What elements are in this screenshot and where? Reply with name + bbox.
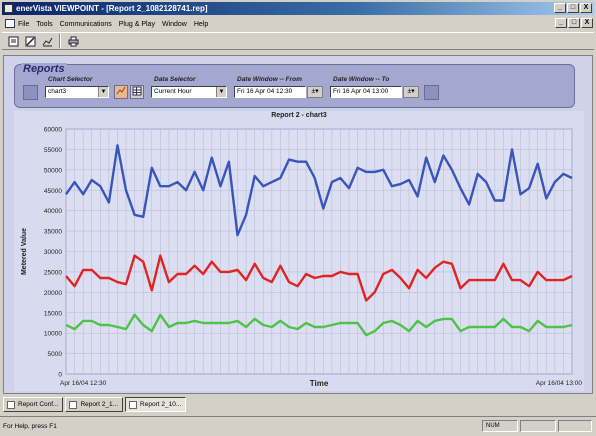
- reports-panel: Reports Chart Selector chart3 ▼ Data Sel…: [14, 63, 575, 108]
- resize-grip[interactable]: [558, 420, 592, 432]
- document-tabs: Report Conf... Report 2_1... Report 2_10…: [3, 397, 187, 413]
- menu-file[interactable]: File: [18, 20, 30, 28]
- series-line-blue: [65, 144, 573, 237]
- doc-close-button[interactable]: X: [581, 18, 593, 28]
- tab-label: Report 2_10...: [140, 401, 182, 408]
- menu-plug-play[interactable]: Plug & Play: [118, 20, 155, 28]
- chevron-down-icon[interactable]: ▼: [216, 87, 226, 97]
- y-tick-label: 35000: [44, 229, 62, 236]
- series-line-red: [65, 254, 573, 302]
- status-num-indicator: NUM: [482, 420, 518, 432]
- data-selector-value: Current Hour: [154, 88, 192, 95]
- y-tick-label: 55000: [44, 147, 62, 154]
- date-from-input[interactable]: Fri 16 Apr 04 12:30: [234, 86, 306, 98]
- date-to-value: Fri 16 Apr 04 13:00: [333, 88, 389, 95]
- menu-communications[interactable]: Communications: [59, 20, 112, 28]
- maximize-button[interactable]: □: [567, 3, 579, 13]
- close-button[interactable]: X: [580, 3, 592, 13]
- chart-view-icon[interactable]: [114, 85, 128, 99]
- date-to-spinner[interactable]: ±▾: [403, 86, 419, 98]
- y-tick-label: 25000: [44, 269, 62, 276]
- data-selector-label: Data Selector: [154, 76, 196, 83]
- toolbar-separator: [59, 34, 61, 48]
- date-to-label: Date Window -- To: [333, 76, 390, 83]
- series-line-green: [65, 313, 573, 337]
- x-end-label: Apr 16/04 13:00: [536, 380, 583, 387]
- table-view-icon[interactable]: [130, 85, 144, 99]
- title-bar[interactable]: enerVista VIEWPOINT - [Report 2_10821287…: [2, 2, 594, 15]
- y-tick-label: 45000: [44, 188, 62, 195]
- window-title: enerVista VIEWPOINT - [Report 2_10821287…: [16, 4, 208, 13]
- back-button[interactable]: [23, 85, 38, 100]
- report-doc-icon: [7, 400, 15, 409]
- chart-area: Report 2 - chart3 0 5000 10000 15000 20000 25…: [14, 111, 584, 391]
- y-tick-label: 15000: [44, 310, 62, 317]
- doc-minimize-button[interactable]: _: [555, 18, 567, 28]
- menu-window[interactable]: Window: [161, 20, 187, 28]
- date-to-input[interactable]: Fri 16 Apr 04 13:00: [330, 86, 402, 98]
- y-tick-label: 30000: [44, 249, 62, 256]
- chevron-down-icon[interactable]: ▼: [98, 87, 108, 97]
- tab-report-2-10[interactable]: Report 2_10...: [125, 397, 187, 412]
- chart-icon[interactable]: [40, 34, 54, 48]
- menu-help[interactable]: Help: [193, 20, 209, 28]
- status-help-text: For Help, press F1: [3, 423, 57, 430]
- status-bar: For Help, press F1: [0, 416, 596, 436]
- date-from-label: Date Window -- From: [237, 76, 302, 83]
- y-tick-label: 5000: [48, 351, 63, 358]
- minimize-button[interactable]: _: [554, 3, 566, 13]
- line-chart: 0 5000 10000 15000 20000 25000 30000 35000 40000…: [21, 127, 583, 389]
- reports-title: Reports: [21, 63, 67, 75]
- report-doc-icon: [129, 400, 138, 409]
- apply-button[interactable]: [424, 85, 439, 100]
- date-from-value: Fri 16 Apr 04 12:30: [237, 88, 293, 95]
- report-doc-icon: [69, 400, 78, 409]
- edit-icon[interactable]: [23, 34, 37, 48]
- window-controls: _ □ X: [554, 3, 592, 13]
- chart-selector-value: chart3: [48, 88, 67, 95]
- tab-report-config[interactable]: Report Conf...: [3, 397, 64, 412]
- y-tick-label: 20000: [44, 290, 62, 297]
- y-tick-label: 10000: [44, 331, 62, 338]
- date-from-spinner[interactable]: ±▾: [307, 86, 323, 98]
- tab-label: Report Conf...: [18, 401, 59, 408]
- chart-selector-label: Chart Selector: [48, 76, 93, 83]
- menu-bar: File Tools Communications Plug & Play Wi…: [2, 17, 594, 31]
- report-view: Reports Chart Selector chart3 ▼ Data Sel…: [3, 55, 593, 394]
- app-icon: [4, 4, 13, 13]
- toolbar: [2, 32, 594, 50]
- new-icon[interactable]: [6, 34, 20, 48]
- y-axis-label: Metered Value: [21, 228, 28, 275]
- document-icon[interactable]: [5, 19, 15, 28]
- y-tick-label: 0: [58, 372, 62, 379]
- chart-title: Report 2 - chart3: [271, 112, 327, 119]
- x-start-label: Apr 16/04 12:30: [60, 380, 107, 387]
- data-selector-combo[interactable]: Current Hour ▼: [151, 86, 227, 98]
- status-indicator-empty: [520, 420, 556, 432]
- print-icon[interactable]: [66, 34, 80, 48]
- doc-restore-button[interactable]: □: [568, 18, 580, 28]
- tab-label: Report 2_1...: [80, 401, 119, 408]
- document-window-controls: _ □ X: [555, 18, 593, 28]
- chart-selector-combo[interactable]: chart3 ▼: [45, 86, 109, 98]
- y-tick-label: 60000: [44, 127, 62, 134]
- x-axis-label: Time: [310, 379, 329, 388]
- menu-tools[interactable]: Tools: [36, 20, 53, 28]
- y-tick-label: 50000: [44, 167, 62, 174]
- y-tick-label: 40000: [44, 208, 62, 215]
- tab-report-2-1[interactable]: Report 2_1...: [65, 397, 124, 412]
